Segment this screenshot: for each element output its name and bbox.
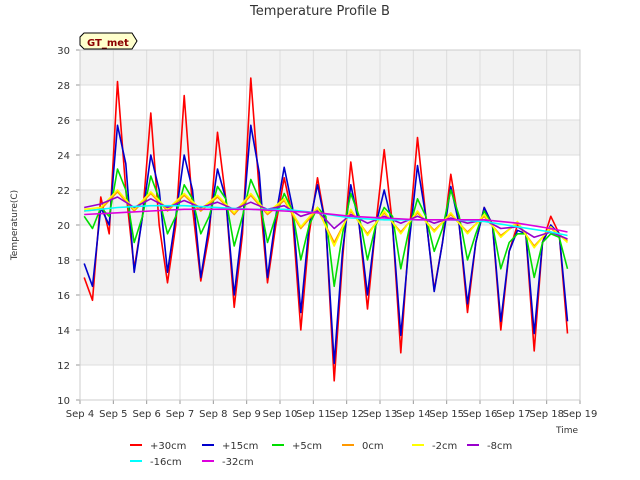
x-tick-label: Sep 8 [199,409,227,420]
legend-label: 0cm [362,441,384,452]
y-tick-label: 20 [57,221,70,232]
legend-label: -16cm [150,457,182,468]
legend: +30cm +15cm +5cm 0cm -2cm -8cm -16cm -32cm [130,441,512,468]
y-tick-label: 30 [57,46,70,57]
legend-label: +15cm [222,441,258,452]
y-tick-label: 16 [57,291,70,302]
y-tick-label: 24 [57,151,70,162]
y-tick-label: 10 [57,396,70,407]
series-line [83,168,569,288]
y-tick-label: 28 [57,81,70,92]
y-axis-title: Temperature(C) [10,190,20,261]
x-tick-label: Sep 16 [463,409,498,420]
legend-label: -32cm [222,457,254,468]
x-tick-label: Sep 7 [166,409,194,420]
badge-label: GT_met [87,38,129,49]
x-tick-label: Sep 14 [396,409,431,420]
x-tick-label: Sep 19 [563,409,598,420]
chart-title: Temperature Profile B [249,4,390,19]
y-tick-label: 26 [57,116,70,127]
legend-label: -8cm [487,441,512,452]
y-tick-labels: 10 12 14 16 18 20 22 24 26 28 30 [57,46,70,407]
series-lines [83,77,569,382]
y-tick-label: 14 [57,326,70,337]
x-tick-label: Sep 11 [296,409,331,420]
axes [76,49,581,404]
x-tick-label: Sep 9 [232,409,260,420]
x-tick-label: Sep 13 [363,409,398,420]
x-tick-label: Sep 18 [529,409,564,420]
y-tick-label: 22 [57,186,70,197]
legend-label: +30cm [150,441,186,452]
x-tick-label: Sep 4 [66,409,94,420]
series-line [84,208,568,233]
badge-box [79,32,138,50]
plot-border [79,49,581,401]
x-tick-label: Sep 17 [496,409,531,420]
x-tick-labels: Sep 4 Sep 5 Sep 6 Sep 7 Sep 8 Sep 9 Sep 10Sep … [66,409,598,420]
band [80,50,580,85]
x-tick-label: Sep 5 [99,409,127,420]
x-tick-label: Sep 6 [132,409,160,420]
series-line [84,204,568,237]
legend-label: -2cm [432,441,457,452]
band [80,330,580,365]
x-tick-label: Sep 15 [429,409,464,420]
badge: GT_met [79,32,138,50]
y-tick-label: 18 [57,256,70,267]
legend-label: +5cm [292,441,322,452]
x-axis-title: Time [555,426,578,436]
x-tick-label: Sep 10 [263,409,298,420]
y-tick-label: 12 [57,361,70,372]
band [80,120,580,155]
x-tick-label: Sep 12 [329,409,364,420]
